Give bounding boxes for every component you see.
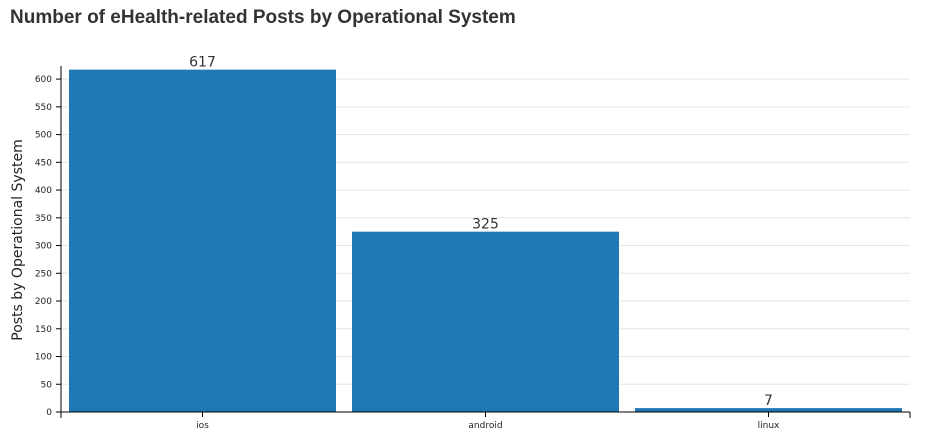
x-axis-ticks: ios android linux — [60, 412, 911, 431]
y-tick-label: 50 — [41, 380, 53, 390]
y-axis-title: Posts by Operational System — [10, 139, 26, 340]
y-tick-label: 100 — [35, 353, 52, 363]
y-tick-label: 300 — [35, 242, 52, 252]
y-tick-label: 450 — [35, 158, 52, 168]
value-label-ios: 617 — [189, 55, 216, 71]
y-tick-label: 200 — [35, 297, 52, 307]
value-label-linux: 7 — [764, 393, 773, 409]
y-tick-label: 0 — [46, 408, 52, 418]
bar-android — [352, 231, 619, 412]
x-tick-label-android: android — [468, 421, 502, 431]
bar-linux — [635, 408, 902, 412]
x-tick-label-ios: ios — [196, 421, 209, 431]
y-tick-label: 350 — [35, 214, 52, 224]
value-labels: 617 325 7 — [189, 55, 773, 409]
bar-ios — [69, 69, 336, 412]
y-tick-label: 400 — [35, 186, 52, 196]
y-axis-ticks: 0 50 100 150 200 250 300 350 400 450 500 550 600 — [35, 75, 61, 418]
y-tick-label: 150 — [35, 325, 52, 335]
x-tick-label-linux: linux — [758, 421, 780, 431]
y-tick-label: 250 — [35, 269, 52, 279]
y-tick-label: 600 — [35, 75, 52, 85]
value-label-android: 325 — [472, 217, 499, 233]
y-tick-label: 550 — [35, 103, 52, 113]
y-tick-label: 500 — [35, 131, 52, 141]
chart-title: Number of eHealth-related Posts by Opera… — [10, 7, 516, 28]
bars — [69, 69, 902, 412]
